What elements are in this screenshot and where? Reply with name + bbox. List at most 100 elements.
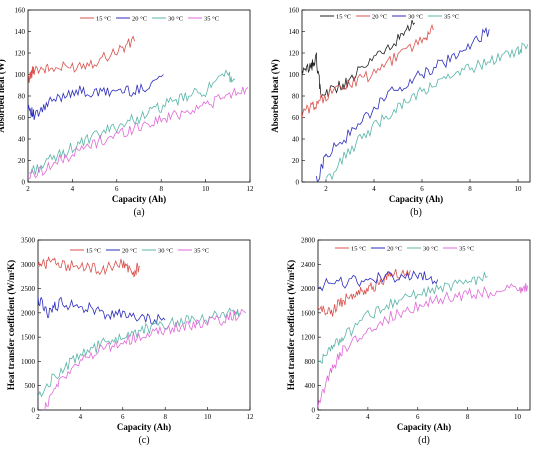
plot-frame: [37, 239, 251, 411]
legend-entry: 35 °C: [204, 15, 219, 22]
y-tick-label: 1500: [21, 334, 36, 342]
x-axis-label: Capacity (Ah): [389, 194, 443, 204]
y-tick-label: 120: [15, 50, 26, 58]
y-tick-label: 2400: [301, 261, 316, 269]
series-line-20c: [38, 296, 166, 325]
y-tick-label: 2000: [21, 309, 36, 317]
series-line-30c: [28, 69, 235, 175]
y-tick-label: 400: [305, 382, 316, 390]
x-tick-label: 4: [71, 185, 75, 193]
y-tick-label: 160: [15, 7, 26, 15]
chart-panel-b: 0 20 40 60 80 100 120 140 160 2 4 6 8 10 Capacity (Ah)…: [270, 7, 531, 218]
x-tick-label: 2: [36, 413, 40, 421]
y-axis-label: Absorbed heat (W): [0, 59, 6, 133]
y-tick-label: 1200: [301, 334, 316, 342]
series-line-35c: [318, 282, 528, 408]
x-tick-label: 8: [163, 413, 167, 421]
y-tick-label: 140: [15, 28, 26, 36]
x-tick-label: 4: [372, 185, 376, 193]
y-tick-label: 0: [312, 407, 316, 415]
y-axis-label: Heat transfer coefficient (W/m²K): [6, 260, 16, 390]
legend-entry: 35 °C: [194, 247, 209, 254]
series-line-15c: [302, 19, 416, 98]
series-line-15c: [318, 268, 411, 317]
legend-entry: 30 °C: [168, 15, 183, 22]
panel-label: (c): [138, 435, 149, 446]
x-tick-label: 10: [514, 413, 522, 421]
y-tick-label: 0: [32, 407, 36, 415]
y-tick-label: 20: [292, 157, 300, 165]
y-tick-label: 500: [25, 382, 36, 390]
legend-entry: 15 °C: [96, 15, 111, 22]
panel-label: (a): [133, 207, 144, 218]
y-tick-label: 800: [305, 358, 316, 366]
x-tick-label: 6: [115, 185, 119, 193]
x-tick-label: 6: [420, 185, 424, 193]
x-tick-label: 6: [121, 413, 125, 421]
x-tick-label: 4: [79, 413, 83, 421]
x-tick-label: 4: [366, 413, 370, 421]
chart-panel-a: 0 20 40 60 80 100 120 140 160 2 4 6 8 10 12 Capacity (A…: [0, 7, 254, 219]
y-tick-label: 3500: [21, 237, 36, 245]
legend-entry: 20 °C: [372, 13, 387, 20]
legend-entry: 20 °C: [132, 15, 147, 22]
y-tick-label: 2000: [301, 285, 316, 293]
y-tick-label: 1600: [301, 309, 316, 317]
y-tick-label: 2800: [301, 237, 316, 245]
series-line-20c: [302, 23, 435, 119]
x-tick-label: 8: [466, 413, 470, 421]
y-tick-label: 3000: [21, 261, 36, 269]
series-line-35c: [44, 308, 247, 410]
series-line-20c: [318, 270, 439, 292]
y-tick-label: 80: [292, 93, 300, 101]
legend-entry: 30 °C: [408, 13, 423, 20]
legend-entry: 15 °C: [351, 245, 366, 252]
x-tick-label: 10: [515, 185, 523, 193]
legend-entry: 15 °C: [336, 13, 351, 20]
chart-panel-d: 0 400 800 1200 1600 2000 2400 2800 2 4 6 8 10 Capacit…: [286, 237, 531, 446]
plot-frame: [317, 239, 531, 411]
x-axis-label: Capacity (Ah): [117, 422, 171, 432]
series-line-30c: [38, 307, 240, 398]
legend: 15 °C 20 °C 30 °C 35 °C: [335, 245, 474, 252]
panel-label: (b): [410, 207, 422, 218]
legend-entry: 35 °C: [444, 13, 459, 20]
y-tick-label: 0: [22, 179, 26, 187]
legend-entry: 20 °C: [122, 247, 137, 254]
x-tick-label: 2: [324, 185, 328, 193]
legend-entry: 30 °C: [158, 247, 173, 254]
y-tick-label: 120: [289, 50, 300, 58]
y-tick-label: 140: [289, 28, 300, 36]
series-line-35c: [28, 86, 249, 179]
y-tick-label: 20: [18, 157, 26, 165]
x-tick-label: 8: [468, 185, 472, 193]
series-line-15c: [38, 256, 141, 278]
legend-entry: 30 °C: [423, 245, 438, 252]
series-line-30c: [318, 271, 488, 365]
legend: 15 °C 20 °C 30 °C 35 °C: [70, 247, 209, 254]
y-tick-label: 40: [292, 136, 300, 144]
legend: 15 °C 20 °C 30 °C 35 °C: [320, 13, 459, 20]
y-tick-label: 100: [289, 71, 300, 79]
x-tick-label: 8: [159, 185, 163, 193]
x-axis-label: Capacity (Ah): [397, 422, 451, 432]
y-tick-label: 0: [296, 179, 300, 187]
legend: 15 °C 20 °C 30 °C 35 °C: [80, 15, 219, 22]
series-line-15c: [28, 35, 135, 84]
panel-label: (d): [418, 435, 430, 446]
legend-entry: 15 °C: [86, 247, 101, 254]
y-tick-label: 100: [15, 71, 26, 79]
x-tick-label: 12: [247, 413, 255, 421]
x-tick-label: 2: [316, 413, 320, 421]
x-tick-label: 6: [416, 413, 420, 421]
legend-entry: 35 °C: [459, 245, 474, 252]
x-tick-label: 10: [204, 413, 212, 421]
y-tick-label: 1000: [21, 358, 36, 366]
x-axis-label: Capacity (Ah): [112, 194, 166, 204]
x-tick-label: 12: [247, 185, 255, 193]
y-tick-label: 80: [18, 93, 26, 101]
y-tick-label: 2500: [21, 285, 36, 293]
y-axis-label: Absorbed heat (W): [270, 59, 280, 133]
x-tick-label: 10: [202, 185, 210, 193]
